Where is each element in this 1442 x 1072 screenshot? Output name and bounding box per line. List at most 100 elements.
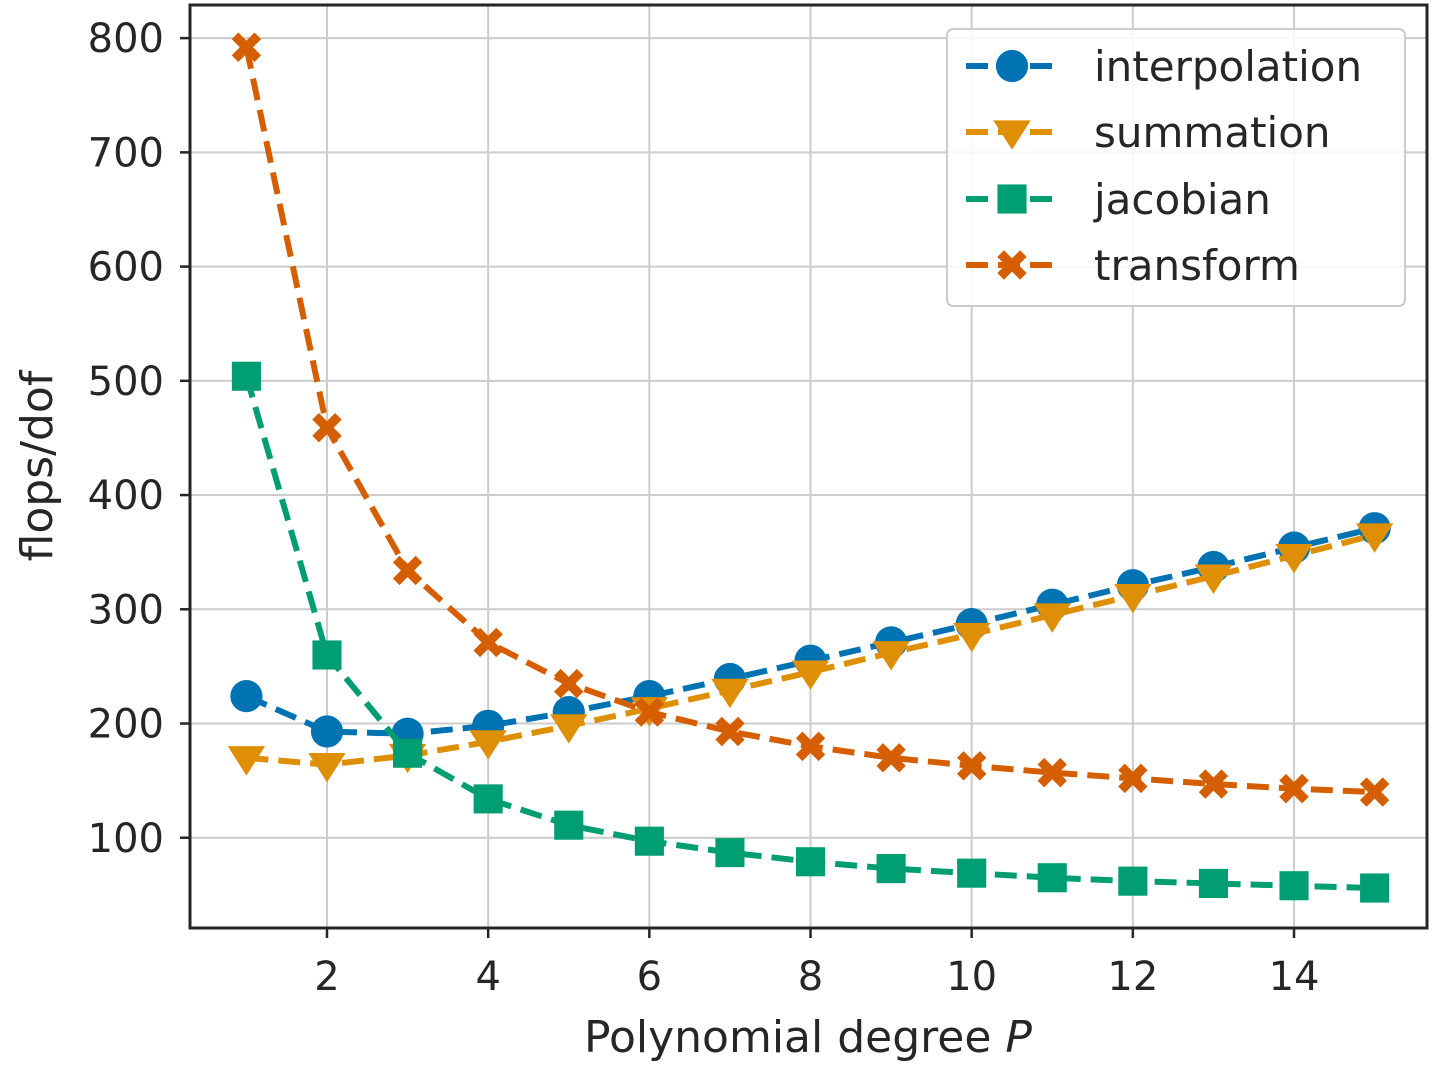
legend-marker-jacobian [997,184,1027,214]
data-point-summation-13 [1194,564,1233,594]
legend: interpolation summation jacobian transform [946,28,1406,307]
x-tick-label-12: 12 [1107,954,1158,1000]
series-jacobian [231,361,1390,903]
data-point-transform-6 [634,697,665,727]
legend-item-transform: transform [966,241,1300,290]
x-tick-label-14: 14 [1269,954,1320,1000]
data-point-summation-14 [1275,543,1313,574]
data-point-transform-10 [956,751,987,781]
data-point-summation-4 [469,730,507,760]
data-point-jacobian-4 [473,784,503,814]
series-layer [227,32,1394,903]
data-point-transform-2-stroke-b [312,412,342,443]
legend-label-summation: summation [1094,108,1331,157]
data-point-transform-1-stroke-b [231,32,262,62]
y-tick-label-200: 200 [88,702,164,748]
data-point-transform-13 [1198,769,1229,799]
legend-marker-summation [993,120,1031,150]
legend-label-jacobian: jacobian [1093,175,1271,224]
legend-item-jacobian: jacobian [966,175,1271,224]
data-point-interpolation-2 [310,715,344,748]
data-point-jacobian-12 [1118,866,1148,896]
y-tick-label-700: 700 [88,130,164,176]
data-point-jacobian-9 [876,854,906,884]
data-point-interpolation-1 [230,679,263,713]
y-tick-label-800: 800 [88,16,164,62]
data-point-summation-10 [952,622,991,653]
x-axis-label-variable: P [1005,1012,1032,1063]
x-axis-label: Polynomial degree P [584,1012,1032,1063]
data-point-transform-3 [392,555,423,586]
data-point-transform-9 [876,743,906,773]
data-point-transform-11-stroke-b [1037,757,1067,788]
legend-marker-transform [997,250,1027,280]
data-point-jacobian-8 [795,847,826,877]
data-point-transform-4 [473,627,503,658]
data-point-jacobian-7 [715,838,745,868]
data-point-transform-13-stroke-b [1198,769,1229,799]
data-point-transform-14-stroke-b [1279,773,1309,804]
y-tick-label-300: 300 [88,587,164,633]
y-tick-label-600: 600 [88,245,164,291]
data-point-jacobian-10 [957,858,987,888]
data-point-transform-5-stroke-b [554,668,584,699]
data-point-transform-6-stroke-b [634,697,665,727]
data-point-transform-2 [312,412,342,443]
legend-box [946,28,1406,307]
data-point-jacobian-5 [554,810,584,840]
data-point-transform-3-stroke-b [392,555,423,586]
x-tick-label-8: 8 [798,954,823,1000]
data-point-jacobian-13 [1198,868,1229,899]
y-tick-label-400: 400 [88,473,164,519]
legend-label-interpolation: interpolation [1094,42,1362,91]
data-point-summation-5 [550,714,588,744]
data-point-summation-1 [227,746,266,776]
legend-marker-transform-stroke-b [997,250,1027,280]
data-point-transform-5 [554,668,584,699]
y-axis-label: flops/dof [12,369,63,561]
data-point-transform-15 [1359,777,1390,807]
y-tick-label-100: 100 [88,816,164,862]
data-point-jacobian-2 [312,640,342,670]
x-tick-label-4: 4 [475,954,500,1000]
legend-item-interpolation: interpolation [966,42,1362,91]
plot-frame [188,3,1429,930]
data-point-summation-9 [872,641,910,671]
data-point-transform-7 [715,716,745,747]
data-point-summation-7 [711,678,749,709]
data-point-jacobian-3 [393,738,423,768]
data-point-summation-2 [308,753,346,783]
data-point-jacobian-6 [634,826,664,856]
data-point-transform-12 [1118,763,1148,794]
data-point-transform-10-stroke-b [956,751,987,781]
data-point-transform-11 [1037,757,1067,788]
ticks: 2 4 6 8 10 12 14 100 200 300 400 500 600 700 800 [88,16,1320,1000]
x-axis-label-text: Polynomial degree [584,1012,1005,1063]
data-point-transform-8-stroke-b [795,731,826,762]
data-point-transform-9-stroke-b [876,743,906,773]
data-point-transform-14 [1279,773,1309,804]
data-point-summation-15 [1355,523,1394,553]
legend-marker-interpolation [995,49,1029,83]
data-point-transform-4-stroke-b [473,627,503,658]
data-point-jacobian-14 [1279,871,1309,901]
y-tick-label-500: 500 [88,359,164,405]
data-point-summation-8 [791,660,830,690]
data-point-summation-12 [1114,583,1152,614]
x-tick-label-10: 10 [946,954,997,1000]
series-line-summation [246,532,1376,768]
data-point-transform-1 [231,32,262,62]
legend-item-summation: summation [966,108,1331,157]
data-point-summation-11 [1033,603,1071,633]
data-point-transform-8 [795,731,826,762]
series-transform [231,32,1390,807]
data-point-transform-7-stroke-b [715,716,745,747]
x-tick-label-2: 2 [314,954,339,1000]
data-point-transform-12-stroke-b [1118,763,1148,794]
data-point-transform-15-stroke-b [1359,777,1390,807]
data-point-jacobian-11 [1037,863,1067,893]
data-point-jacobian-1 [231,361,261,391]
legend-label-transform: transform [1094,241,1300,290]
x-tick-label-6: 6 [637,954,662,1000]
